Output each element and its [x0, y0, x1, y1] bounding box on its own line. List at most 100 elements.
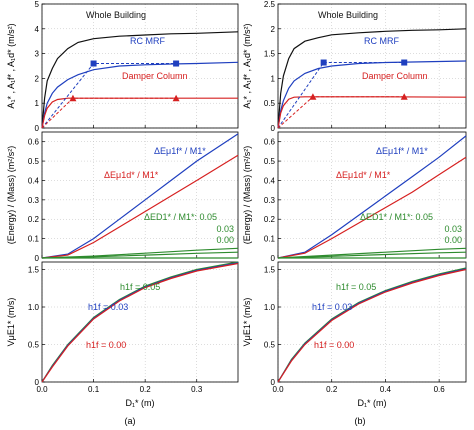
series-line [277, 251, 467, 259]
y-tick-label: 4 [35, 25, 40, 34]
annotation-h1f-000: h1f = 0.00 [86, 340, 126, 350]
square-marker [90, 60, 97, 67]
y-axis-label: VμE1* (m/s) [6, 298, 16, 347]
y-axis-label: VμE1* (m/s) [242, 298, 252, 347]
y-tick-label: 0.3 [28, 196, 40, 205]
y-tick-label: 0 [35, 378, 40, 387]
y-tick-label: 0 [35, 254, 40, 263]
y-tick-label: 1.0 [264, 303, 276, 312]
y-tick-label: 0.2 [264, 215, 276, 224]
plot-frame [277, 3, 467, 129]
y-tick-label: 5 [35, 0, 40, 9]
triangle-marker [400, 93, 408, 100]
y-tick-label: 0.5 [264, 341, 276, 350]
y-axis-label: (Energy) / (Mass) (m²/s²) [242, 146, 252, 245]
series-line [41, 261, 239, 383]
y-tick-label: 2 [35, 74, 40, 83]
y-tick-label: 0 [271, 124, 276, 133]
triangle-marker [309, 93, 317, 100]
series-line [277, 60, 467, 129]
panel-label-a: (a) [125, 416, 136, 426]
panel-label-b: (b) [355, 416, 366, 426]
series-line [41, 154, 239, 259]
annotation-energy-damping-003: 0.03 [444, 224, 462, 234]
y-tick-label: 1 [35, 99, 40, 108]
y-axis-label: A₁* , A₁f* , A₁d* (m/s²) [6, 23, 16, 108]
series-line [277, 156, 467, 259]
y-tick-label: 0.1 [28, 235, 40, 244]
annotation-energy-damping-003: 0.03 [216, 224, 234, 234]
square-marker [173, 60, 180, 67]
series-line [277, 135, 467, 259]
y-tick-label: 0.3 [264, 196, 276, 205]
x-tick-label: 0.0 [272, 385, 284, 394]
x-tick-label: 0.1 [88, 385, 100, 394]
series-line [41, 31, 239, 129]
x-tick-label: 0.4 [380, 385, 392, 394]
annotation-h1f-000: h1f = 0.00 [314, 340, 354, 350]
plot-frame [277, 261, 467, 383]
annotation-rc-mrf: RC MRF [130, 36, 165, 46]
series-line [277, 268, 467, 383]
y-tick-label: 0.1 [264, 235, 276, 244]
y-tick-label: 3 [35, 50, 40, 59]
x-tick-label: 0.2 [326, 385, 338, 394]
annotation-energy-damping-005: ΔED1* / M1*: 0.05 [360, 212, 433, 222]
annotation-energy-damper: ΔEμ1d* / M1* [104, 170, 159, 180]
x-tick-label: 0.3 [191, 385, 203, 394]
y-tick-label: 0.2 [28, 215, 40, 224]
series-line [277, 62, 405, 129]
triangle-marker [172, 94, 180, 102]
square-marker [320, 59, 327, 66]
triangle-marker [69, 94, 77, 102]
y-tick-label: 0.6 [28, 138, 40, 147]
y-tick-label: 0 [271, 378, 276, 387]
series-line [277, 247, 467, 259]
y-tick-label: 0.5 [264, 157, 276, 166]
y-axis-label: A₁* , A₁f* , A₁d* (m/s²) [242, 23, 252, 108]
annotation-energy-frame: ΔEμ1f* / M1* [154, 146, 206, 156]
y-tick-label: 0.5 [28, 341, 40, 350]
y-tick-label: 0 [271, 254, 276, 263]
y-tick-label: 0.4 [28, 176, 40, 185]
series-line [41, 133, 239, 259]
y-tick-label: 2 [271, 25, 276, 34]
annotation-h1f-003: h1f = 0.03 [312, 302, 352, 312]
annotation-energy-damper: ΔEμ1d* / M1* [336, 170, 391, 180]
series-line [41, 251, 239, 259]
y-tick-label: 0.6 [264, 138, 276, 147]
series-line [41, 97, 238, 129]
plot-frame [41, 261, 239, 383]
series-line [277, 28, 467, 129]
annotation-damper-column: Damper Column [122, 71, 188, 81]
y-tick-label: 1 [271, 74, 276, 83]
plot-frame [277, 131, 467, 259]
y-tick-label: 2.5 [264, 0, 276, 9]
annotation-h1f-003: h1f = 0.03 [88, 302, 128, 312]
annotation-rc-mrf: RC MRF [364, 36, 399, 46]
series-line [41, 262, 239, 383]
annotation-damper-column: Damper Column [362, 71, 428, 81]
annotation-energy-damping-000: 0.00 [444, 235, 462, 245]
y-tick-label: 0.4 [264, 176, 276, 185]
plot-frame [41, 3, 239, 129]
x-tick-label: 0.6 [434, 385, 446, 394]
y-tick-label: 0 [35, 124, 40, 133]
y-tick-label: 1.5 [28, 266, 40, 275]
annotation-whole-building: Whole Building [318, 10, 378, 20]
x-tick-label: 0.0 [36, 385, 48, 394]
y-tick-label: 1.0 [28, 303, 40, 312]
series-line [41, 262, 239, 383]
annotation-energy-damping-000: 0.00 [216, 235, 234, 245]
y-tick-label: 1.5 [264, 50, 276, 59]
annotation-whole-building: Whole Building [86, 10, 146, 20]
y-tick-label: 1.5 [264, 266, 276, 275]
plot-frame [41, 131, 239, 259]
y-tick-label: 0.5 [28, 157, 40, 166]
x-axis-label: D₁* (m) [125, 398, 154, 408]
x-axis-label: D₁* (m) [357, 398, 386, 408]
annotation-energy-damping-005: ΔED1* / M1*: 0.05 [144, 212, 217, 222]
y-axis-label: (Energy) / (Mass) (m²/s²) [6, 146, 16, 245]
series-line [277, 96, 467, 129]
